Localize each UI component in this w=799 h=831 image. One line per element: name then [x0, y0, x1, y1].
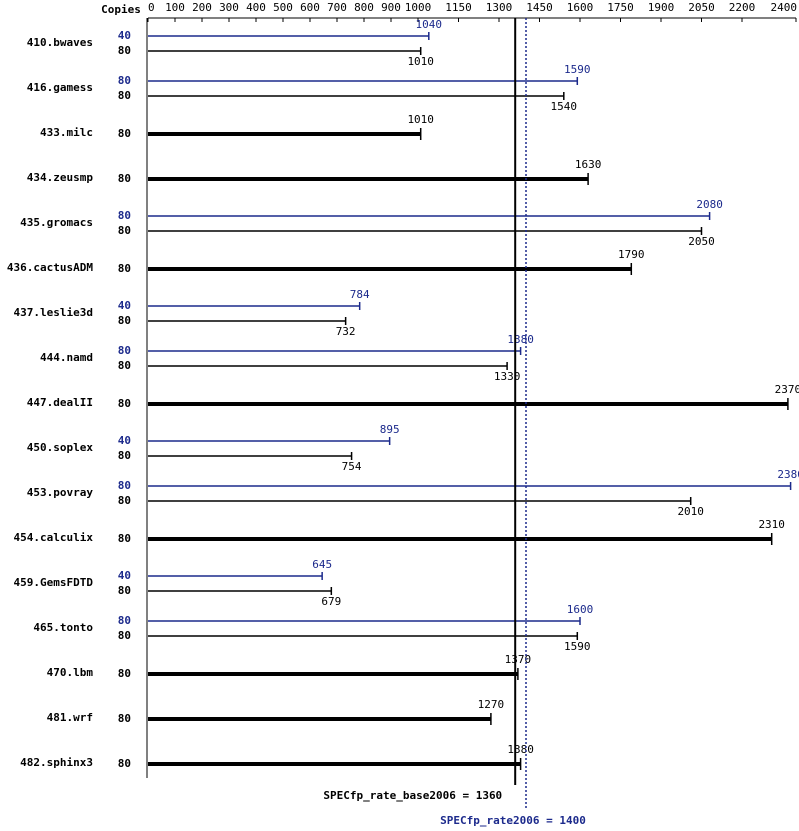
base-copies: 80	[118, 262, 131, 275]
benchmark-name: 453.povray	[27, 486, 94, 499]
base-copies: 80	[118, 757, 131, 770]
x-tick-label: 1750	[607, 1, 634, 14]
benchmark-name: 482.sphinx3	[20, 756, 93, 769]
base-copies: 80	[118, 584, 131, 597]
base-copies: 80	[118, 359, 131, 372]
x-tick-label: 2050	[688, 1, 715, 14]
x-tick-label: 2200	[729, 1, 756, 14]
peak-value-label: 895	[380, 423, 400, 436]
benchmark-name: 434.zeusmp	[27, 171, 94, 184]
base-value-label: 2010	[677, 505, 704, 518]
base-value-label: 679	[321, 595, 341, 608]
peak-value-label: 784	[350, 288, 370, 301]
base-copies: 80	[118, 494, 131, 507]
peak-value-label: 645	[312, 558, 332, 571]
benchmark-name: 444.namd	[40, 351, 93, 364]
reference-label: SPECfp_rate_base2006 = 1360	[323, 789, 502, 802]
base-copies: 80	[118, 712, 131, 725]
base-copies: 80	[118, 127, 131, 140]
peak-copies: 80	[118, 74, 131, 87]
benchmark-name: 435.gromacs	[20, 216, 93, 229]
base-value-label: 1590	[564, 640, 591, 653]
benchmark-name: 454.calculix	[14, 531, 94, 544]
x-tick-label: 300	[219, 1, 239, 14]
peak-copies: 80	[118, 614, 131, 627]
base-copies: 80	[118, 172, 131, 185]
x-tick-label: 1600	[567, 1, 594, 14]
base-copies: 80	[118, 667, 131, 680]
peak-value-label: 1380	[507, 333, 534, 346]
benchmark-name: 447.dealII	[27, 396, 93, 409]
x-tick-label: 2400	[771, 1, 798, 14]
base-value-label: 754	[342, 460, 362, 473]
x-tick-label: 600	[300, 1, 320, 14]
x-tick-label: 1000	[405, 1, 432, 14]
base-copies: 80	[118, 532, 131, 545]
benchmark-name: 470.lbm	[47, 666, 94, 679]
base-copies: 80	[118, 44, 131, 57]
peak-copies: 80	[118, 209, 131, 222]
base-value-label: 2050	[688, 235, 715, 248]
base-value-label: 2310	[758, 518, 785, 531]
x-tick-label: 900	[381, 1, 401, 14]
x-tick-label: 400	[246, 1, 266, 14]
peak-value-label: 2380	[777, 468, 799, 481]
base-copies: 80	[118, 89, 131, 102]
peak-copies: 40	[118, 569, 131, 582]
benchmark-name: 481.wrf	[47, 711, 93, 724]
base-value-label: 732	[336, 325, 356, 338]
base-value-label: 1010	[407, 55, 434, 68]
x-tick-label: 1450	[526, 1, 553, 14]
x-tick-label: 1300	[486, 1, 513, 14]
x-tick-label: 1900	[648, 1, 675, 14]
base-value-label: 1330	[494, 370, 521, 383]
peak-value-label: 2080	[696, 198, 723, 211]
base-value-label: 1010	[407, 113, 434, 126]
base-copies: 80	[118, 314, 131, 327]
peak-copies: 40	[118, 434, 131, 447]
x-tick-label: 700	[327, 1, 347, 14]
base-copies: 80	[118, 224, 131, 237]
peak-value-label: 1040	[416, 18, 443, 31]
benchmark-name: 450.soplex	[27, 441, 94, 454]
benchmark-name: 465.tonto	[33, 621, 93, 634]
peak-copies: 40	[118, 299, 131, 312]
peak-copies: 80	[118, 479, 131, 492]
benchmark-name: 410.bwaves	[27, 36, 93, 49]
peak-value-label: 1590	[564, 63, 591, 76]
benchmark-name: 416.gamess	[27, 81, 93, 94]
reference-label: SPECfp_rate2006 = 1400	[440, 814, 586, 827]
base-copies: 80	[118, 449, 131, 462]
peak-copies: 80	[118, 344, 131, 357]
benchmark-name: 459.GemsFDTD	[14, 576, 94, 589]
benchmark-name: 436.cactusADM	[7, 261, 93, 274]
base-value-label: 1380	[507, 743, 534, 756]
x-tick-label: 100	[165, 1, 185, 14]
x-tick-label: 0	[148, 1, 155, 14]
x-tick-label: 800	[354, 1, 374, 14]
base-value-label: 1270	[478, 698, 505, 711]
benchmark-name: 437.leslie3d	[14, 306, 93, 319]
peak-copies: 40	[118, 29, 131, 42]
base-copies: 80	[118, 397, 131, 410]
x-tick-label: 1150	[445, 1, 472, 14]
x-tick-label: 500	[273, 1, 293, 14]
benchmark-name: 433.milc	[40, 126, 93, 139]
base-value-label: 1370	[505, 653, 532, 666]
peak-value-label: 1600	[567, 603, 594, 616]
base-value-label: 1540	[551, 100, 578, 113]
copies-header: Copies	[101, 3, 141, 16]
base-value-label: 2370	[775, 383, 799, 396]
base-value-label: 1790	[618, 248, 645, 261]
base-value-label: 1630	[575, 158, 602, 171]
x-tick-label: 200	[192, 1, 212, 14]
base-copies: 80	[118, 629, 131, 642]
